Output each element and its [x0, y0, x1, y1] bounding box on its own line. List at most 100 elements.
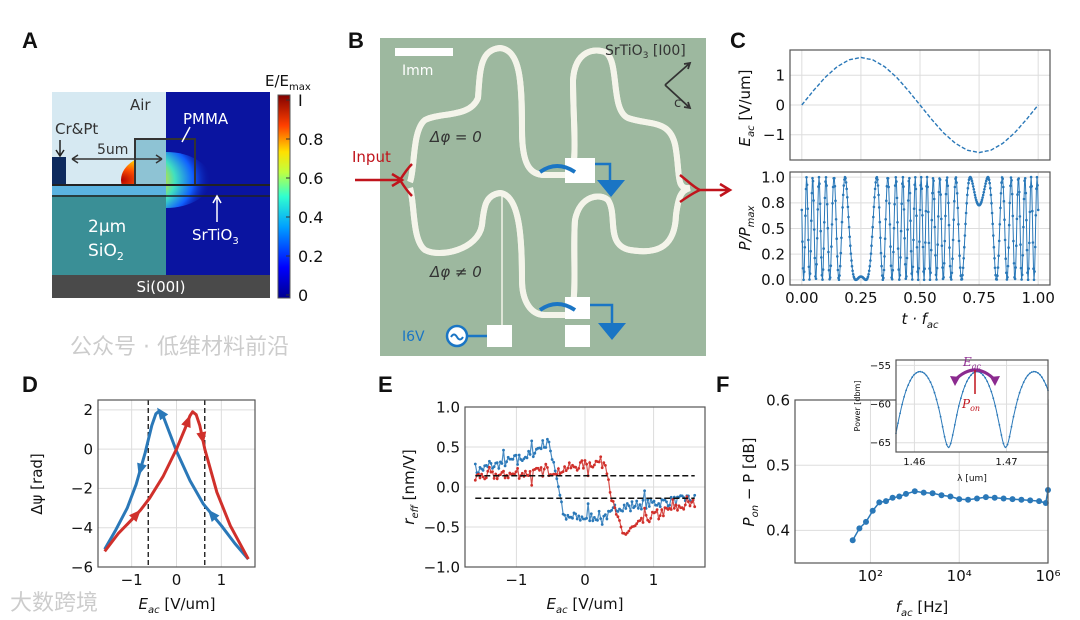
reff-point: [549, 449, 552, 453]
x-tick-label: 0: [580, 571, 590, 589]
power-point: [846, 196, 849, 199]
reff-point: [513, 472, 516, 476]
reff-point: [574, 512, 577, 516]
y-tick-label: −1: [763, 126, 785, 144]
power-point: [851, 269, 854, 273]
power-point: [942, 262, 946, 265]
reff-point: [524, 469, 527, 473]
reff-point: [541, 439, 545, 442]
spectrum-point: [1020, 386, 1023, 388]
pmma-outline: [134, 138, 196, 185]
power-point: [965, 201, 968, 205]
power-point: [827, 268, 831, 272]
power-point: [819, 229, 822, 233]
chart-f-inset-spectrum: 1.46 1.47 −65 −60 −55: [870, 359, 1049, 468]
y-tick-label: 0: [83, 440, 93, 458]
power-point: [817, 175, 821, 179]
reff-point: [553, 469, 557, 473]
power-point: [963, 245, 966, 249]
power-diff-point: [856, 525, 863, 532]
power-point: [914, 176, 917, 179]
power-point: [867, 269, 871, 273]
power-point: [991, 222, 994, 226]
power-point: [887, 185, 890, 189]
reff-point: [528, 453, 532, 456]
power-point: [818, 202, 822, 205]
power-point: [1034, 214, 1038, 217]
reff-point: [477, 472, 480, 476]
spectrum-point: [919, 370, 922, 373]
power-point: [809, 249, 812, 253]
power-point: [954, 176, 958, 179]
power-point: [1006, 276, 1009, 279]
power-point: [814, 275, 817, 278]
power-point: [880, 274, 884, 277]
power-point: [833, 184, 837, 188]
reff-point: [630, 500, 634, 503]
power-point: [840, 220, 844, 224]
power-point: [896, 221, 899, 224]
reff-point: [564, 517, 568, 521]
label-cr-pt: Cr&Pt: [55, 120, 98, 138]
spectrum-point: [931, 386, 934, 388]
label-srtio3: SrTiO3: [192, 226, 239, 247]
reff-point: [514, 470, 518, 474]
power-point: [928, 267, 931, 270]
label-si: Si(00I): [137, 278, 186, 296]
power-point: [944, 214, 947, 218]
power-point: [940, 244, 944, 247]
y-tick-label: −2: [71, 480, 93, 498]
power-point: [842, 184, 846, 187]
chart-e-reff: −1 0 1 −1.0 −0.5 0.0 0.5 1.0: [424, 398, 706, 589]
f-ylabel: Pon − P [dB]: [740, 438, 761, 527]
spectrum-point: [903, 396, 905, 398]
power-point: [869, 252, 873, 255]
power-point: [903, 263, 907, 266]
reff-point: [593, 463, 596, 467]
power-point: [889, 245, 892, 248]
power-point: [802, 270, 806, 274]
power-point: [970, 179, 974, 183]
reff-point: [613, 506, 617, 510]
spectrum-point: [909, 379, 912, 382]
power-point: [964, 222, 967, 226]
power-point: [974, 196, 977, 199]
reff-point: [481, 475, 485, 479]
y-tick-label: 0.5: [436, 438, 460, 456]
power-point: [1000, 181, 1003, 184]
power-point: [886, 177, 890, 180]
power-diff-point: [869, 507, 876, 514]
power-point: [882, 268, 886, 272]
power-point: [838, 264, 842, 268]
power-point: [875, 175, 879, 179]
reff-point: [517, 477, 521, 480]
spectrum-point: [960, 397, 962, 400]
reff-point: [616, 510, 620, 513]
reff-point: [502, 448, 505, 452]
reff-point: [555, 477, 559, 481]
reff-point: [669, 495, 673, 499]
power-point: [1023, 179, 1026, 182]
power-point: [988, 181, 991, 185]
power-point: [936, 243, 939, 246]
power-point: [958, 254, 961, 257]
spectrum-point: [905, 389, 907, 392]
power-point: [1036, 184, 1039, 187]
power-point: [952, 218, 955, 221]
power-point: [885, 199, 888, 203]
power-point: [925, 175, 929, 179]
reff-point: [658, 514, 662, 517]
sweep-direction-arrow-icon: [181, 415, 191, 429]
reff-point: [506, 455, 510, 459]
power-point: [895, 180, 898, 183]
sweep-direction-arrow-icon: [137, 462, 147, 476]
power-point: [905, 275, 908, 278]
reff-point: [604, 513, 607, 516]
power-point: [874, 181, 877, 184]
reff-point: [641, 498, 645, 502]
power-point: [929, 248, 933, 252]
y-tick-label: 0.0: [761, 271, 785, 289]
reff-point: [621, 509, 624, 513]
spectrum-point: [1034, 371, 1037, 373]
